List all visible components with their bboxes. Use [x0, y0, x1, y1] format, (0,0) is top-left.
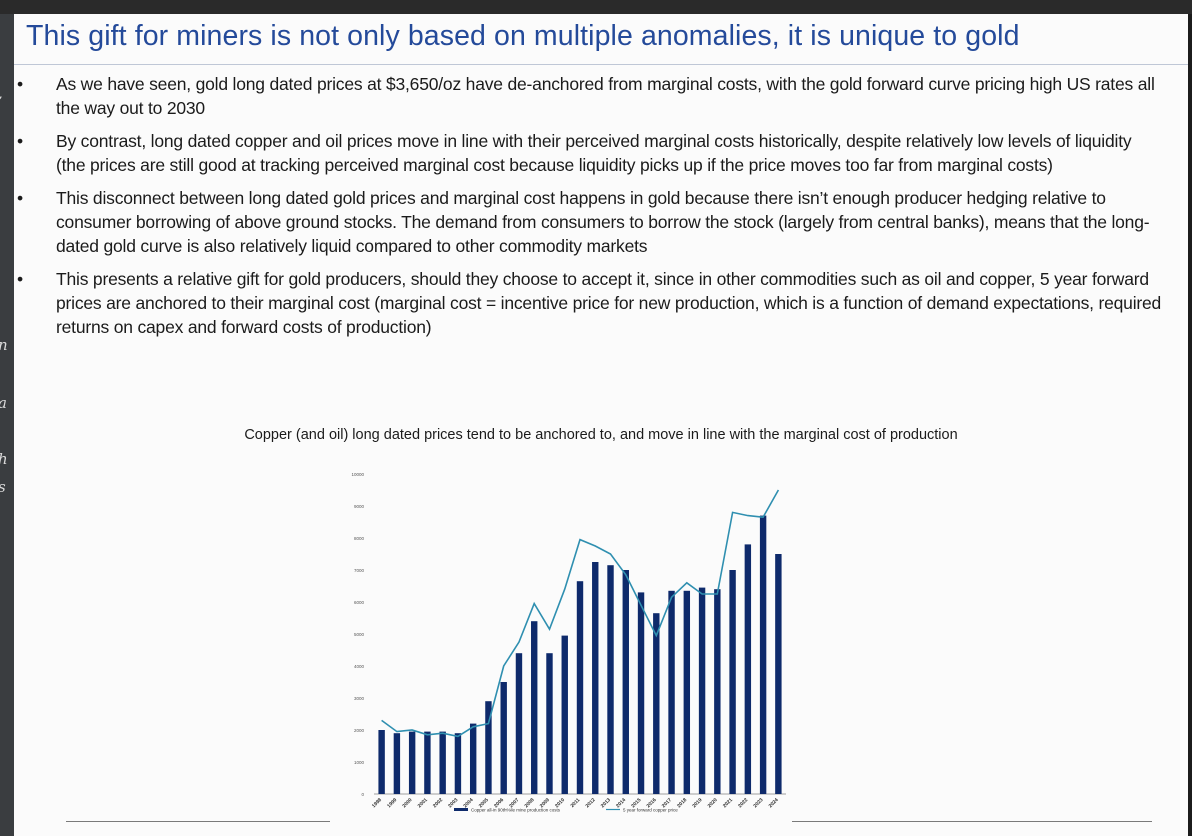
- bar-mark: [485, 701, 492, 794]
- y-tick-label: 9000: [354, 504, 365, 509]
- bar-mark: [637, 592, 645, 794]
- x-tick-label: 2020: [707, 797, 719, 809]
- bar-mark: [668, 590, 675, 794]
- x-tick-label: 2022: [737, 797, 749, 809]
- bar-mark: [729, 570, 736, 794]
- bar-mark: [683, 590, 691, 794]
- gutter-fragment: h: [0, 450, 8, 468]
- bullet-dot: •: [17, 131, 23, 151]
- x-tick-label: 1999: [386, 797, 398, 809]
- bar-mark: [469, 723, 477, 794]
- x-tick-label: 2003: [447, 797, 459, 809]
- x-tick-label: 2013: [600, 797, 612, 809]
- chart-title: Copper (and oil) long dated prices tend …: [244, 427, 958, 443]
- x-tick-label: 2023: [752, 797, 764, 809]
- bullet-item: • By contrast, long dated copper and oil …: [14, 129, 1164, 177]
- bar-mark: [454, 733, 462, 794]
- bar-mark: [592, 562, 599, 794]
- legend-label-bars: Copper all-in 90th%ile mine production c…: [471, 808, 561, 813]
- x-tick-label: 2011: [569, 797, 581, 809]
- bar-mark: [515, 653, 523, 794]
- footer-rule-left: [66, 821, 330, 822]
- bar-mark: [622, 570, 629, 794]
- x-tick-label: 2002: [432, 797, 444, 809]
- gutter-fragment: n: [0, 336, 8, 354]
- y-tick-label: 8000: [354, 536, 365, 541]
- bar-mark: [576, 581, 584, 794]
- bar-mark: [378, 730, 385, 794]
- y-tick-label: 6000: [354, 600, 365, 605]
- line-series-5yr-forward: [381, 489, 780, 738]
- bar-mark: [546, 653, 553, 794]
- bullet-item: • This presents a relative gift for gold …: [14, 267, 1164, 339]
- x-tick-label: 2018: [676, 797, 688, 809]
- bar-mark: [744, 544, 752, 794]
- y-tick-label: 1000: [354, 760, 365, 765]
- y-tick-label: 4000: [354, 664, 365, 669]
- bar-mark: [531, 621, 538, 794]
- bar-mark: [653, 613, 660, 794]
- bar-mark: [500, 682, 507, 794]
- y-tick-label: 7000: [354, 568, 365, 573]
- copper-cost-chart: 0 1000 2000 3000 4000 5000 6000 7000 8000 9000 100…: [351, 472, 786, 813]
- gutter-fragment: ,: [0, 84, 3, 102]
- window-top-bar: [0, 0, 1192, 14]
- bullet-text: By contrast, long dated copper and oil p…: [56, 131, 1132, 175]
- bullet-text: As we have seen, gold long dated prices …: [56, 74, 1155, 118]
- bullet-dot: •: [17, 188, 23, 208]
- bar-mark: [698, 587, 706, 794]
- x-tick-label: 2019: [691, 797, 703, 809]
- y-tick-label: 0: [361, 792, 364, 797]
- presentation-slide: This gift for miners is not only based o…: [14, 14, 1188, 836]
- bullet-item: • As we have seen, gold long dated prices…: [14, 72, 1164, 120]
- bullet-dot: •: [17, 269, 23, 289]
- bullet-item: • This disconnect between long dated gold…: [14, 186, 1164, 258]
- bar-mark: [561, 635, 568, 794]
- bullet-text: This presents a relative gift for gold p…: [56, 269, 1162, 337]
- x-tick-label: 1998: [371, 797, 383, 809]
- legend-swatch-bars: [454, 808, 468, 811]
- y-tick-label: 3000: [354, 696, 365, 701]
- bar-mark: [424, 731, 431, 794]
- gutter-fragment: s: [0, 478, 6, 496]
- slide-title: This gift for miners is not only based o…: [26, 20, 1020, 52]
- gutter-fragment: a: [0, 394, 7, 412]
- bar-mark: [607, 565, 614, 794]
- bar-mark: [439, 731, 446, 794]
- x-tick-label: 2000: [401, 797, 413, 809]
- bar-mark: [759, 515, 767, 794]
- bar-mark: [393, 733, 401, 794]
- y-tick-label: 2000: [354, 728, 365, 733]
- bullet-list: • As we have seen, gold long dated prices…: [14, 72, 1164, 348]
- y-tick-label: 5000: [354, 632, 365, 637]
- legend-label-line: 5 year forward copper price: [623, 808, 678, 813]
- x-tick-label: 2012: [585, 797, 597, 809]
- bullet-dot: •: [17, 74, 23, 94]
- bar-mark: [408, 731, 416, 794]
- left-gutter: , n a h s: [0, 14, 14, 836]
- bar-mark: [714, 589, 721, 794]
- title-divider: [14, 64, 1188, 65]
- bullet-text: This disconnect between long dated gold …: [56, 188, 1150, 256]
- bar-mark: [775, 554, 782, 794]
- footer-rule-right: [792, 821, 1152, 822]
- x-tick-label: 2024: [768, 797, 780, 809]
- x-tick-label: 2021: [722, 797, 734, 809]
- x-tick-label: 2001: [417, 797, 429, 809]
- y-tick-label: 10000: [351, 472, 364, 477]
